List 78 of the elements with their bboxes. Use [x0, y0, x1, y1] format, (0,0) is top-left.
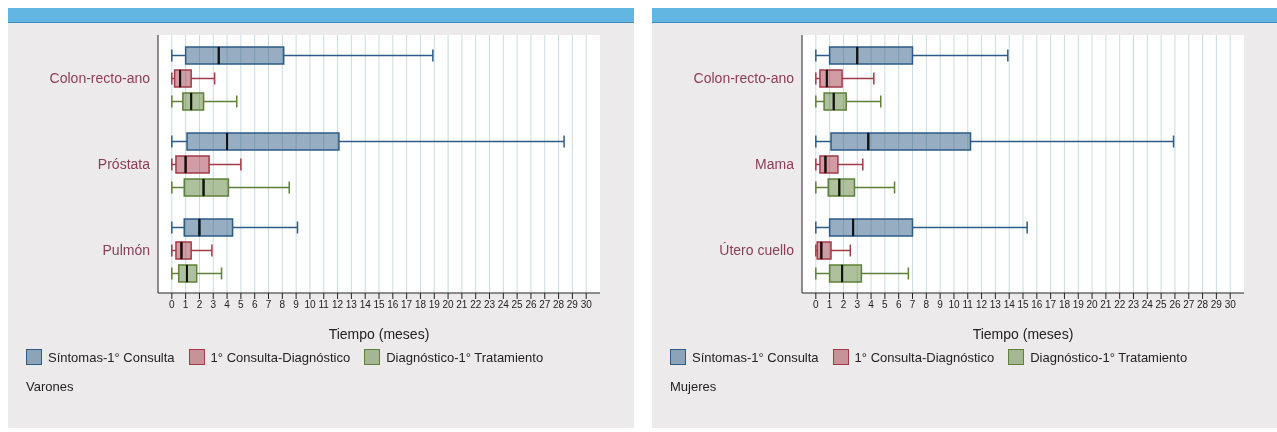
x-tick-label: 26	[525, 299, 537, 311]
x-tick-label: 20	[442, 299, 455, 311]
x-tick-label: 7	[265, 299, 272, 311]
x-tick-label: 16	[387, 299, 399, 311]
x-tick-label: 22	[1114, 299, 1126, 311]
legend-label: Diagnóstico-1° Tratamiento	[386, 349, 544, 365]
x-tick-label: 19	[1072, 299, 1085, 311]
x-tick-label: 13	[989, 299, 1002, 311]
x-tick-label: 15	[1017, 299, 1029, 311]
x-tick-label: 25	[1155, 299, 1168, 311]
x-tick-label: 27	[539, 299, 551, 311]
x-tick-label: 11	[962, 299, 974, 311]
x-tick-label: 1	[182, 299, 189, 311]
x-tick-label: 5	[882, 299, 889, 311]
x-tick-label: 17	[1045, 299, 1057, 311]
x-tick-label: 26	[1169, 299, 1181, 311]
x-tick-label: 20	[1086, 299, 1099, 311]
x-tick-label: 2	[196, 299, 203, 311]
x-tick-label: 15	[373, 299, 385, 311]
x-tick-label: 9	[937, 299, 944, 311]
x-tick-label: 9	[293, 299, 300, 311]
legend-label: Diagnóstico-1° Tratamiento	[1030, 349, 1188, 365]
y-tick-label: Próstata	[97, 155, 151, 172]
x-tick-label: 1	[826, 299, 833, 311]
y-tick-label: Útero cuello	[719, 241, 795, 258]
x-tick-label: 2	[840, 299, 847, 311]
y-tick-label: Mama	[755, 155, 795, 172]
legend-label: 1° Consulta-Diagnóstico	[854, 349, 995, 365]
x-tick-label: 14	[359, 299, 372, 311]
x-tick-label: 3	[210, 299, 217, 311]
x-tick-label: 18	[414, 299, 427, 311]
x-tick-label: 0	[813, 299, 820, 311]
x-tick-label: 13	[345, 299, 358, 311]
x-tick-label: 8	[923, 299, 930, 311]
y-tick-label: Colon-recto-ano	[49, 69, 151, 86]
x-tick-label: 16	[1031, 299, 1043, 311]
x-tick-label: 25	[511, 299, 524, 311]
y-tick-label: Colon-recto-ano	[693, 69, 795, 86]
legend-label: Síntomas-1° Consulta	[692, 349, 819, 365]
x-tick-label: 28	[553, 299, 565, 311]
x-tick-label: 18	[1058, 299, 1071, 311]
x-tick-label: 17	[401, 299, 413, 311]
x-tick-label: 30	[580, 299, 593, 311]
x-tick-label: 30	[1224, 299, 1237, 311]
x-tick-label: 7	[909, 299, 916, 311]
x-tick-label: 21	[1100, 299, 1112, 311]
x-tick-label: 3	[854, 299, 861, 311]
x-tick-label: 28	[1197, 299, 1209, 311]
x-tick-label: 10	[304, 299, 316, 311]
x-tick-label: 24	[1141, 299, 1154, 311]
x-tick-label: 23	[1127, 299, 1140, 311]
x-tick-label: 29	[566, 299, 579, 311]
x-tick-label: 6	[895, 299, 902, 311]
x-tick-label: 4	[868, 299, 875, 311]
x-tick-label: 12	[976, 299, 988, 311]
legend-label: Síntomas-1° Consulta	[48, 349, 175, 365]
x-tick-label: 4	[224, 299, 231, 311]
x-tick-label: 29	[1210, 299, 1223, 311]
x-tick-label: 21	[456, 299, 468, 311]
x-tick-label: 23	[483, 299, 496, 311]
x-tick-label: 27	[1183, 299, 1195, 311]
x-tick-label: 14	[1003, 299, 1016, 311]
x-tick-label: 24	[497, 299, 510, 311]
y-tick-label: Pulmón	[102, 241, 150, 258]
x-tick-label: 19	[428, 299, 441, 311]
x-tick-label: 10	[948, 299, 960, 311]
x-tick-label: 22	[470, 299, 482, 311]
x-tick-label: 5	[238, 299, 245, 311]
x-tick-label: 8	[279, 299, 286, 311]
x-axis-title: Tiempo (meses)	[328, 326, 430, 342]
x-tick-label: 11	[318, 299, 330, 311]
text: Mujeres	[669, 379, 718, 394]
legend-label: 1° Consulta-Diagnóstico	[210, 349, 351, 365]
x-tick-label: 0	[169, 299, 176, 311]
x-tick-label: 12	[332, 299, 344, 311]
x-tick-label: 6	[251, 299, 258, 311]
text: Varones	[25, 379, 75, 394]
x-axis-title: Tiempo (meses)	[972, 326, 1074, 342]
